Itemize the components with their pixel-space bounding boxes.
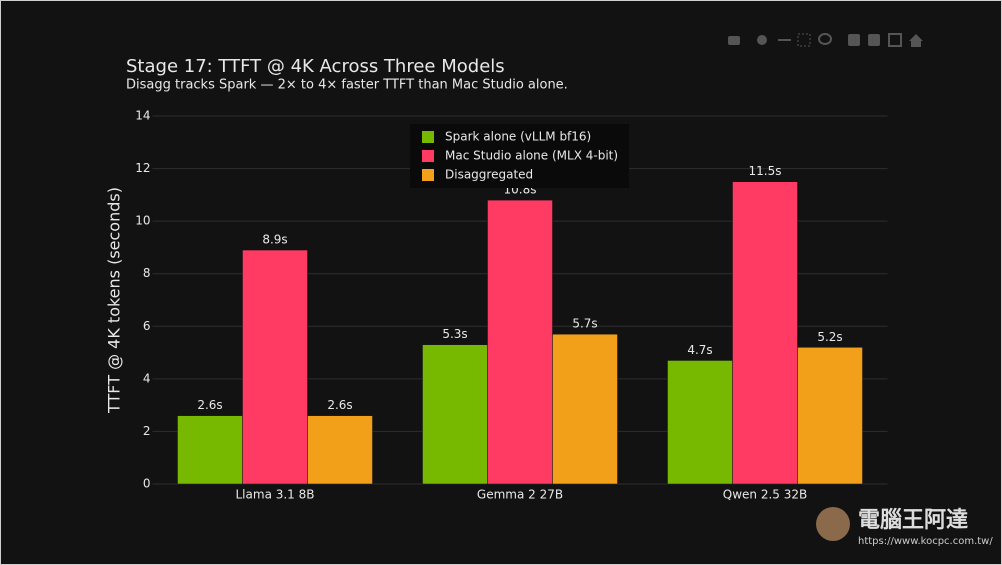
y-tick-label: 2 [143,424,151,438]
legend-swatch [422,131,434,143]
y-tick-label: 0 [143,477,151,491]
autoscale-icon[interactable] [888,33,902,47]
camera-icon[interactable] [728,36,740,45]
modebar[interactable] [728,33,923,47]
select-icon[interactable] [797,33,811,47]
zoom-in-icon[interactable] [848,34,860,46]
bar [797,347,863,485]
legend-label: Disaggregated [445,168,533,182]
value-label: 2.6s [197,398,222,412]
y-tick-label: 8 [143,266,151,280]
legend-swatch [422,169,434,181]
y-axis-title: TTFT @ 4K tokens (seconds) [105,187,124,414]
x-tick-label: Gemma 2 27B [477,488,563,502]
watermark-logo [816,507,850,541]
zoom-out-icon[interactable] [868,34,880,46]
lasso-icon[interactable] [818,33,832,45]
chart-subtitle: Disagg tracks Spark — 2× to 4× faster TT… [126,78,568,93]
y-tick-label: 14 [135,109,150,123]
value-label: 11.5s [749,164,782,178]
bar [177,415,243,485]
watermark-url: https://www.kocpc.com.tw/ [858,536,993,547]
value-label: 4.7s [687,343,712,357]
watermark-name: 電腦王阿達 [858,507,968,533]
pan-icon[interactable] [778,39,791,41]
legend-label: Spark alone (vLLM bf16) [445,130,591,144]
bar [422,344,488,485]
value-label: 8.9s [262,233,287,247]
x-tick-label: Qwen 2.5 32B [723,488,807,502]
value-label: 5.2s [817,330,842,344]
legend-swatch [422,150,434,162]
chart-title: Stage 17: TTFT @ 4K Across Three Models [126,56,505,77]
bar [242,249,308,485]
x-tick-label: Llama 3.1 8B [236,488,315,502]
y-tick-label: 4 [143,371,151,385]
bar [487,199,553,485]
y-tick-label: 12 [135,161,150,175]
y-tick-label: 6 [143,319,151,333]
zoom-icon[interactable] [757,35,767,45]
value-label: 5.7s [572,317,597,331]
y-tick-label: 10 [135,214,150,228]
bar [667,360,733,485]
value-label: 5.3s [442,327,467,341]
bar [552,333,618,485]
bar [732,181,798,485]
legend-box [410,124,629,188]
home-icon[interactable] [909,34,923,47]
legend-label: Mac Studio alone (MLX 4-bit) [445,149,618,163]
bar [307,415,373,485]
value-label: 2.6s [327,398,352,412]
